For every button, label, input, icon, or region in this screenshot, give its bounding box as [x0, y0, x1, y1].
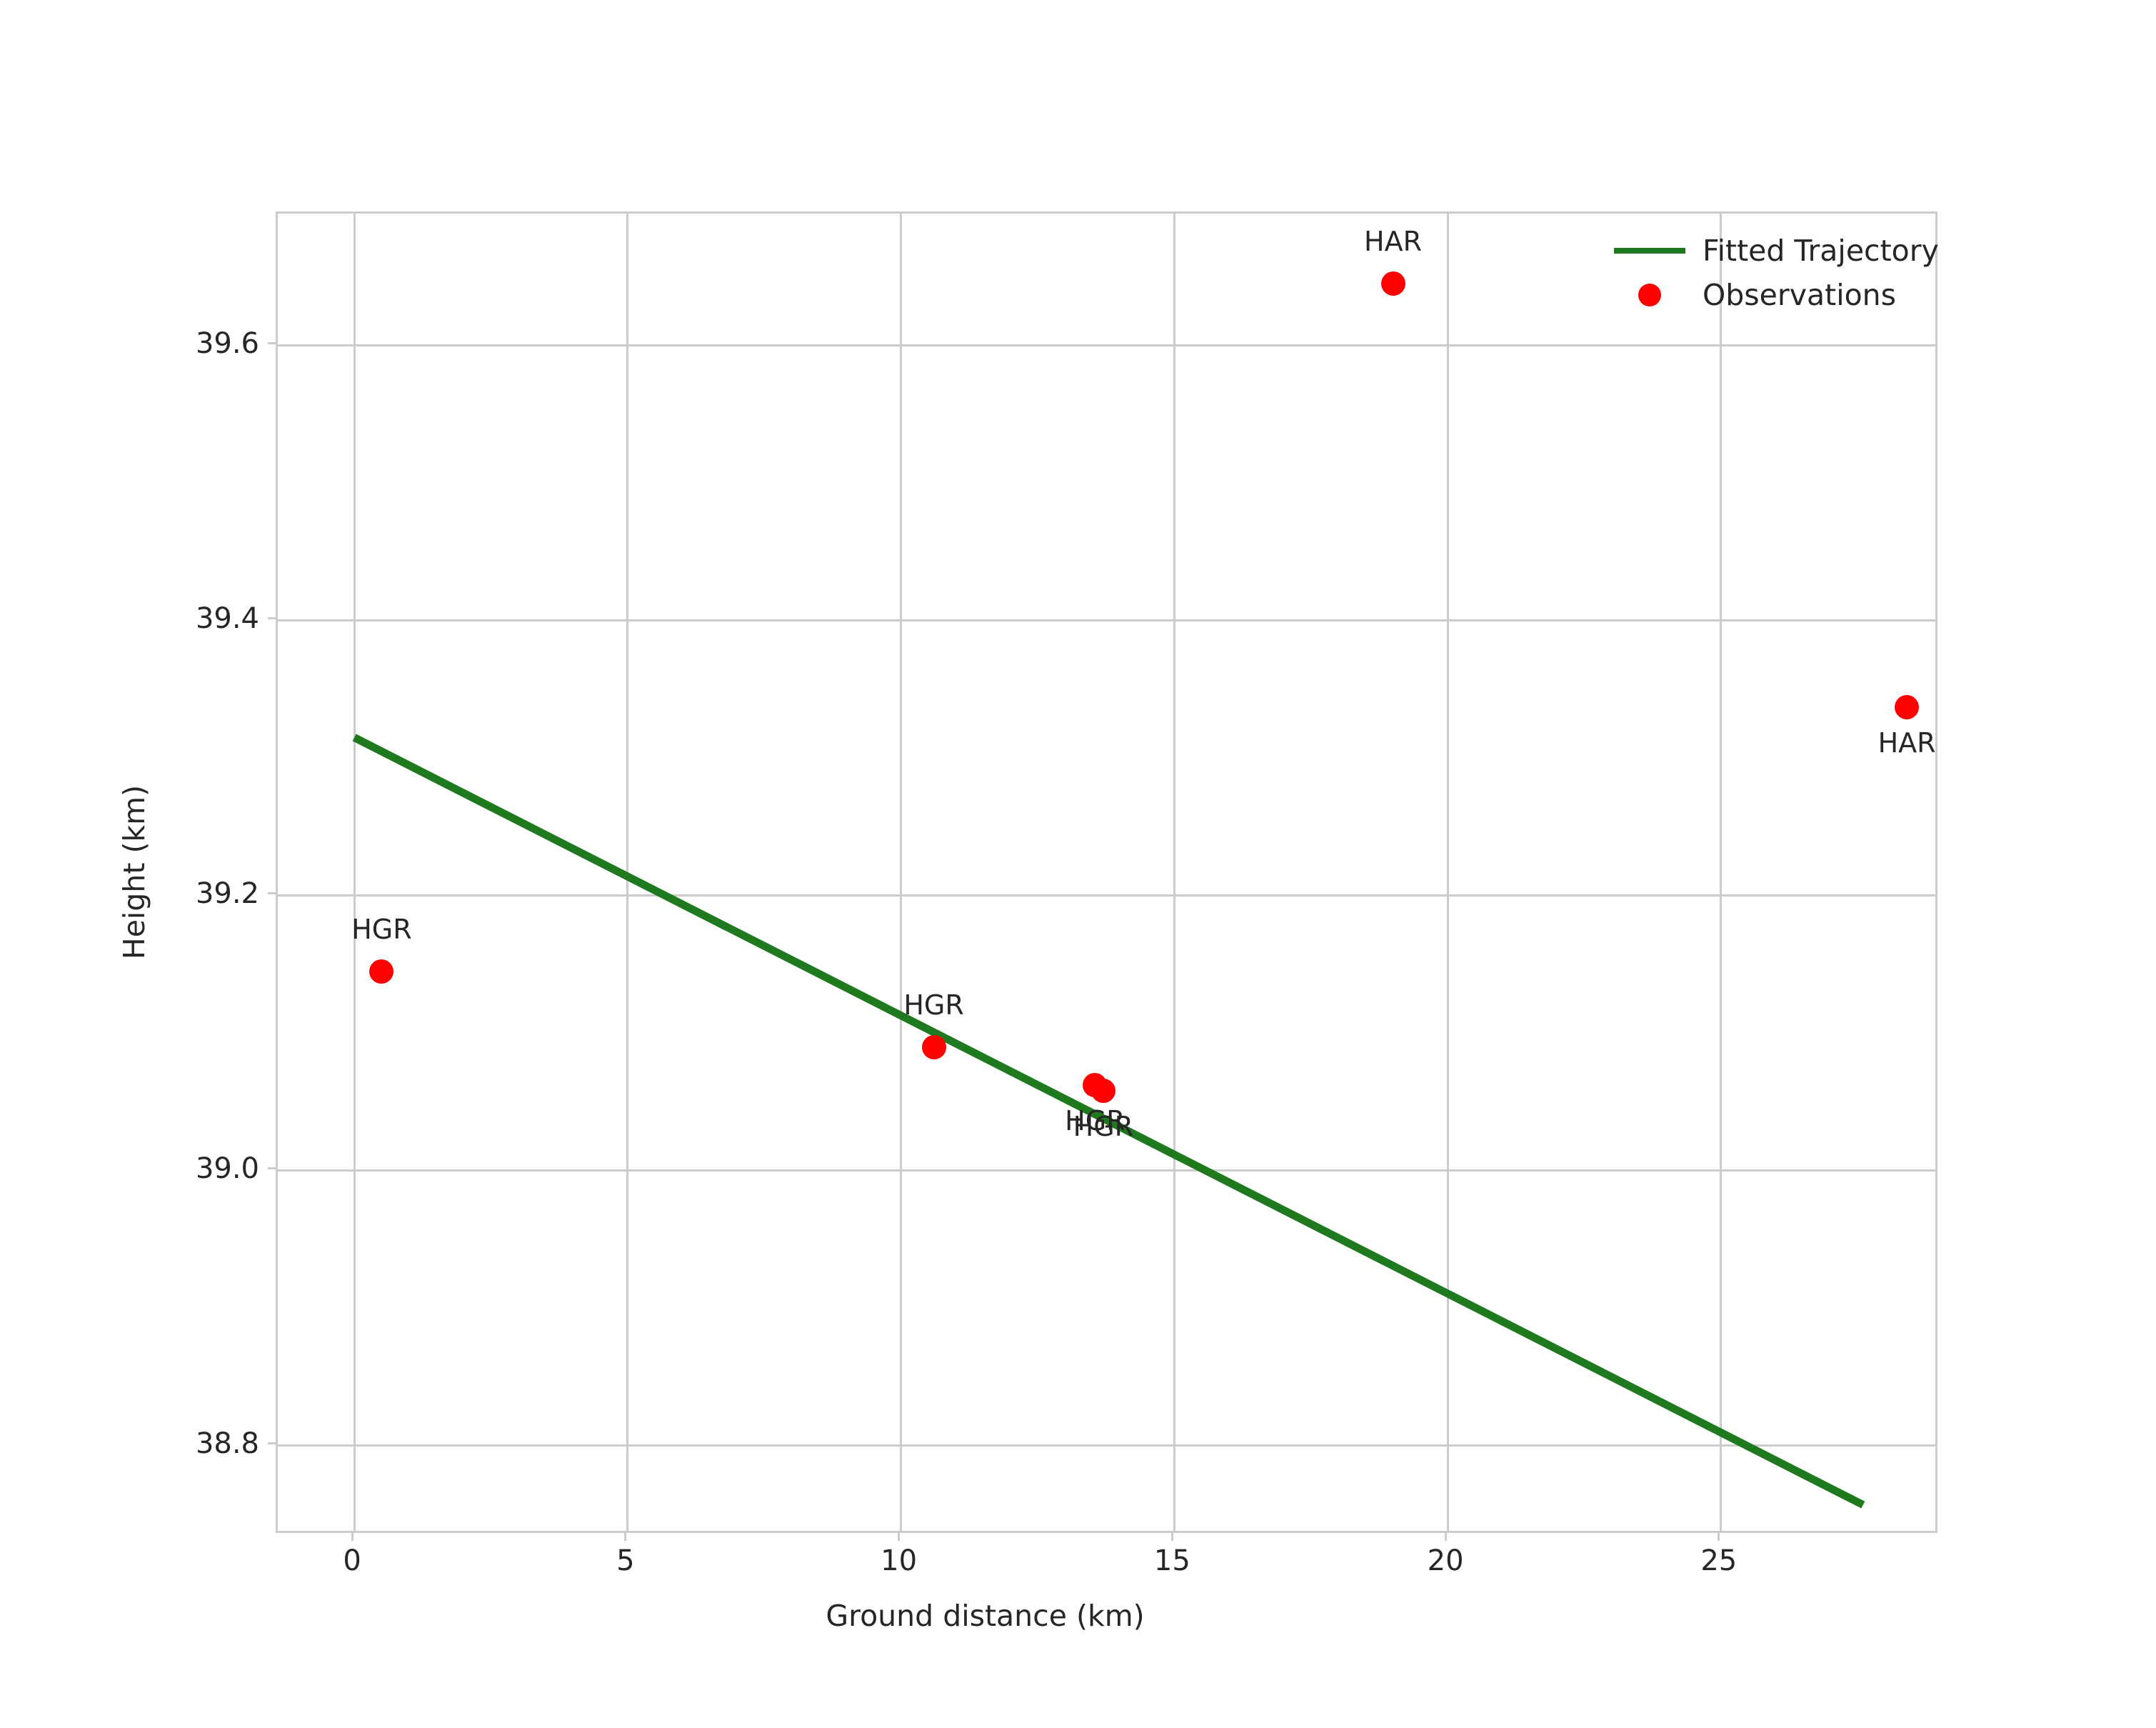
- y-tick-label: 39.2: [195, 877, 259, 910]
- x-tick-mark: [1718, 1533, 1720, 1541]
- legend-entry-observations[interactable]: Observations: [1604, 273, 1932, 317]
- fitted-trajectory-line: [352, 734, 1865, 1509]
- observation-point: [1083, 1073, 1108, 1098]
- observation-point-label: HGR: [903, 989, 964, 1021]
- y-tick-label: 39.6: [195, 326, 259, 360]
- gridline-horizontal: [278, 1444, 1935, 1447]
- observation-point: [1380, 271, 1405, 296]
- observation-point: [1090, 1079, 1115, 1104]
- y-tick-mark: [268, 342, 276, 345]
- observations-layer: HGR HGR HGR HGR HAR HAR: [278, 214, 1940, 1535]
- x-tick-label: 20: [1427, 1544, 1464, 1577]
- x-tick-label: 15: [1153, 1544, 1190, 1577]
- y-tick-mark: [268, 617, 276, 620]
- y-tick-label: 38.8: [195, 1427, 259, 1460]
- observation-point-label: HAR: [1877, 727, 1936, 759]
- fitted-trajectory-layer: [278, 214, 1940, 1535]
- x-tick-label: 10: [881, 1544, 918, 1577]
- x-tick-label: 25: [1700, 1544, 1738, 1577]
- y-tick-mark: [268, 892, 276, 895]
- chart-legend: Fitted Trajectory Observations: [1604, 229, 1939, 317]
- gridline-vertical: [626, 214, 629, 1531]
- x-axis-label: Ground distance (km): [0, 1599, 2156, 1633]
- gridline-horizontal: [278, 1169, 1935, 1172]
- x-axis-label-text: Ground distance (km): [826, 1599, 1145, 1633]
- y-tick-mark: [268, 1442, 276, 1445]
- y-tick-mark: [268, 1167, 276, 1170]
- gridline-vertical: [1173, 214, 1175, 1531]
- legend-entry-fitted-trajectory[interactable]: Fitted Trajectory: [1604, 229, 1939, 273]
- observation-point-label: HGR: [1073, 1111, 1134, 1143]
- gridline-horizontal: [278, 344, 1935, 347]
- gridline-horizontal: [278, 619, 1935, 622]
- line-key-icon: [1604, 248, 1695, 254]
- observation-point-label: HGR: [1065, 1105, 1125, 1137]
- x-tick-mark: [1444, 1533, 1447, 1541]
- legend-label-fitted-trajectory: Fitted Trajectory: [1703, 234, 1939, 268]
- observation-point: [369, 959, 394, 984]
- observation-point: [921, 1034, 946, 1059]
- dot-key-icon: [1604, 284, 1695, 306]
- x-tick-mark: [1170, 1533, 1173, 1541]
- observation-point-label: HGR: [351, 913, 412, 945]
- y-axis-label: Height (km): [117, 784, 151, 960]
- gridline-vertical: [353, 214, 356, 1531]
- x-tick-mark: [351, 1533, 354, 1541]
- observation-point-label: HAR: [1364, 226, 1423, 258]
- x-tick-label: 5: [616, 1544, 635, 1577]
- x-tick-mark: [624, 1533, 627, 1541]
- legend-label-observations: Observations: [1703, 278, 1897, 312]
- x-tick-label: 0: [343, 1544, 361, 1577]
- gridline-vertical: [1720, 214, 1723, 1531]
- x-tick-mark: [898, 1533, 901, 1541]
- gridline-vertical: [1446, 214, 1449, 1531]
- y-tick-label: 39.0: [195, 1152, 259, 1185]
- observation-point: [1895, 695, 1920, 720]
- gridline-horizontal: [278, 894, 1935, 897]
- plot-area: HGR HGR HGR HGR HAR HAR: [276, 211, 1937, 1533]
- gridline-vertical: [900, 214, 903, 1531]
- y-tick-label: 39.4: [195, 601, 259, 635]
